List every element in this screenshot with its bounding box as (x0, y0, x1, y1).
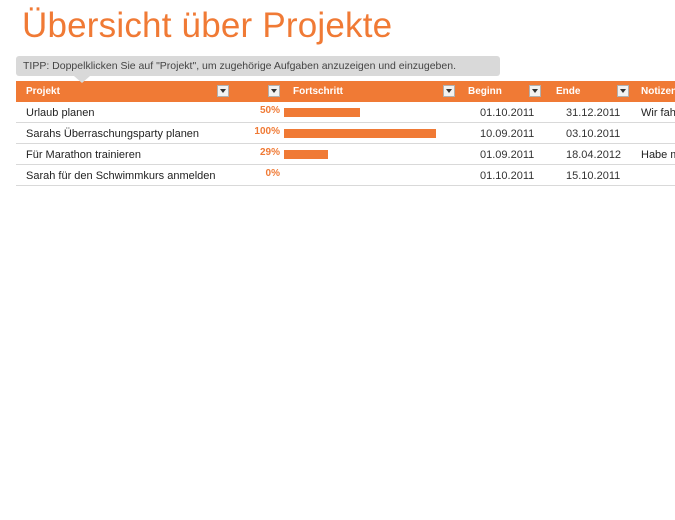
cell-notizen[interactable] (641, 165, 675, 185)
header-ende-label: Ende (556, 86, 581, 97)
cell-beginn[interactable]: 10.09.2011 (480, 128, 535, 140)
progress-bar (284, 150, 328, 159)
cell-ende[interactable]: 03.10.2011 (566, 128, 621, 140)
table-row[interactable]: Sarah für den Schwimmkurs anmelden 0% 01… (16, 165, 675, 186)
table-row[interactable]: Urlaub planen 50% 01.10.2011 31.12.2011 … (16, 102, 675, 123)
filter-dropdown-projekt-icon[interactable] (217, 85, 229, 97)
cell-fortschritt-percent: 50% (259, 105, 280, 116)
tip-pointer-arrow (74, 76, 90, 83)
cell-notizen[interactable]: Habe mich (641, 149, 675, 161)
table-row[interactable]: Sarahs Überraschungsparty planen 100% 10… (16, 123, 675, 144)
progress-bar (284, 129, 436, 138)
filter-dropdown-fortschritt-icon[interactable] (443, 85, 455, 97)
header-beginn-label: Beginn (468, 86, 502, 97)
cell-beginn[interactable]: 01.10.2011 (480, 107, 535, 119)
cell-fortschritt-percent: 0% (265, 168, 280, 179)
table-row[interactable]: Für Marathon trainieren 29% 01.09.2011 1… (16, 144, 675, 165)
filter-dropdown-fortschritt-left-icon[interactable] (268, 85, 280, 97)
cell-notizen[interactable]: Wir fahren (641, 107, 675, 119)
cell-projekt[interactable]: Für Marathon trainieren (26, 149, 141, 161)
filter-dropdown-ende-icon[interactable] (617, 85, 629, 97)
tip-callout: TIPP: Doppelklicken Sie auf "Projekt", u… (16, 56, 500, 76)
header-notizen[interactable]: Notizen (631, 81, 675, 102)
header-notizen-label: Notizen (641, 86, 675, 97)
header-fortschritt[interactable]: Fortschritt (283, 81, 459, 102)
header-beginn[interactable]: Beginn (458, 81, 546, 102)
cell-beginn[interactable]: 01.09.2011 (480, 149, 535, 161)
cell-ende[interactable]: 31.12.2011 (566, 107, 621, 119)
header-ende[interactable]: Ende (546, 81, 633, 102)
cell-projekt[interactable]: Sarahs Überraschungsparty planen (26, 128, 200, 140)
header-fortschritt-label: Fortschritt (293, 86, 343, 97)
cell-beginn[interactable]: 01.10.2011 (480, 170, 535, 182)
cell-ende[interactable]: 18.04.2012 (566, 149, 622, 161)
cell-notizen[interactable] (641, 123, 675, 143)
cell-projekt[interactable]: Sarah für den Schwimmkurs anmelden (26, 170, 216, 182)
cell-ende[interactable]: 15.10.2011 (566, 170, 621, 182)
page-title: Übersicht über Projekte (22, 6, 393, 45)
header-projekt-label: Projekt (26, 86, 60, 97)
cell-fortschritt-percent: 29% (259, 147, 280, 158)
header-projekt[interactable]: Projekt (16, 81, 233, 102)
cell-fortschritt-percent: 100% (254, 126, 280, 137)
table-header: Projekt Fortschritt Beginn Ende Notizen (16, 81, 675, 102)
filter-dropdown-beginn-icon[interactable] (529, 85, 541, 97)
cell-projekt[interactable]: Urlaub planen (26, 107, 95, 119)
progress-bar (284, 108, 360, 117)
